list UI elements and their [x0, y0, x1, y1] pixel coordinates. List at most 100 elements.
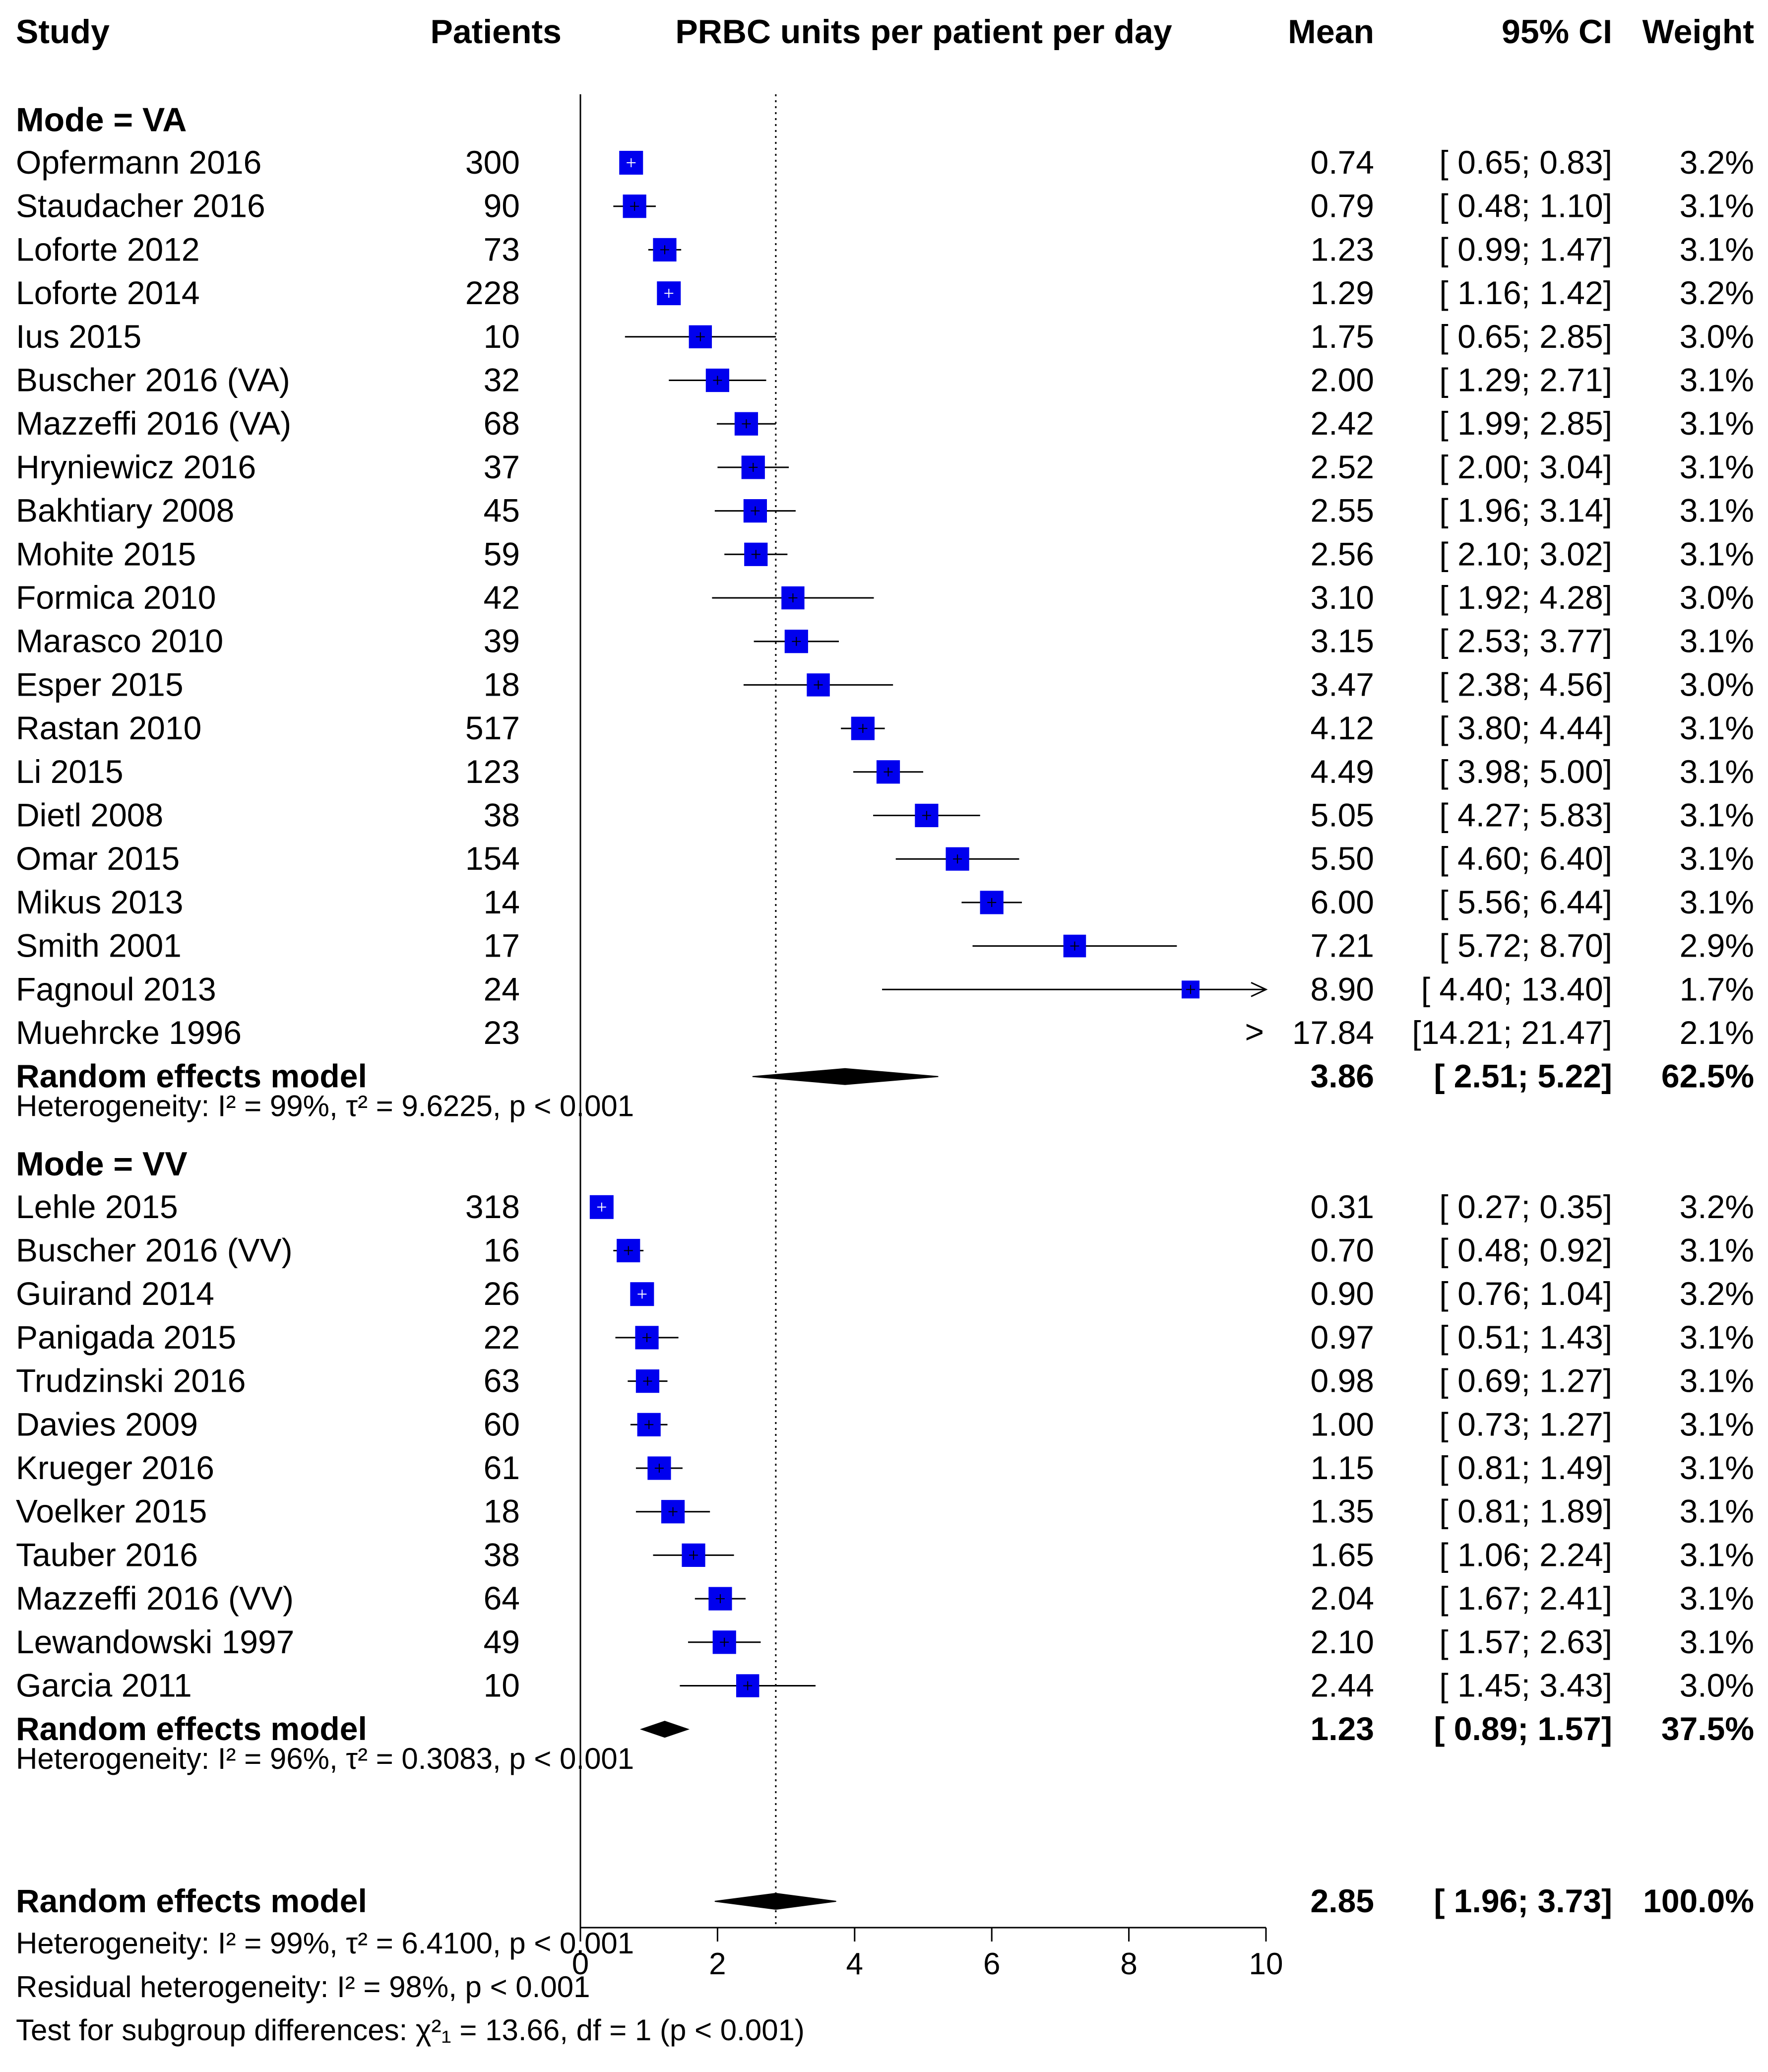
- patients-value: 38: [484, 1536, 520, 1573]
- study-label: Trudzinski 2016: [16, 1362, 246, 1399]
- patients-value: 90: [484, 188, 520, 224]
- group-heading: Mode = VA: [16, 101, 187, 138]
- weight-value: 100.0%: [1643, 1882, 1754, 1919]
- study-row: Esper 2015 18 3.47 [ 2.38; 4.56] 3.0%: [16, 666, 1754, 703]
- ci-value: [ 1.96; 3.73]: [1434, 1882, 1612, 1919]
- mean-value: 17.84: [1292, 1014, 1374, 1051]
- ci-value: [ 0.48; 1.10]: [1439, 188, 1612, 224]
- weight-value: 2.9%: [1680, 927, 1754, 964]
- weight-value: 3.1%: [1680, 840, 1754, 877]
- ci-value: [ 2.53; 3.77]: [1439, 623, 1612, 659]
- patients-value: 64: [484, 1580, 520, 1617]
- ci-value: [ 2.38; 4.56]: [1439, 666, 1612, 703]
- weight-value: 3.1%: [1680, 449, 1754, 485]
- study-label: Muehrcke 1996: [16, 1014, 242, 1051]
- ci-value: [ 4.40; 13.40]: [1421, 971, 1612, 1007]
- ci-value: [ 2.51; 5.22]: [1434, 1058, 1612, 1095]
- study-label: Mohite 2015: [16, 535, 196, 572]
- study-label: Voelker 2015: [16, 1493, 207, 1530]
- patients-value: 73: [484, 231, 520, 267]
- mean-value: 3.86: [1311, 1058, 1374, 1095]
- mean-value: 0.79: [1311, 188, 1374, 224]
- pooled-diamond: [752, 1068, 939, 1085]
- ci-value: [ 0.73; 1.27]: [1439, 1406, 1612, 1442]
- weight-value: 3.2%: [1680, 1275, 1754, 1312]
- study-row: Fagnoul 2013 24 8.90 [ 4.40; 13.40] 1.7%: [16, 971, 1754, 1007]
- weight-value: 3.1%: [1680, 492, 1754, 529]
- study-row: Trudzinski 2016 63 0.98 [ 0.69; 1.27] 3.1%: [16, 1362, 1754, 1399]
- weight-value: 3.0%: [1680, 579, 1754, 616]
- weight-value: 3.1%: [1680, 884, 1754, 920]
- mean-value: 0.31: [1311, 1188, 1374, 1225]
- patients-value: 60: [484, 1406, 520, 1442]
- ci-value: [ 1.16; 1.42]: [1439, 274, 1612, 311]
- pooled-diamond: [714, 1892, 836, 1910]
- x-tick-label: 6: [983, 1947, 1000, 1981]
- study-label: Fagnoul 2013: [16, 971, 216, 1007]
- study-label: Marasco 2010: [16, 623, 223, 659]
- ci-value: [ 1.92; 4.28]: [1439, 579, 1612, 616]
- weight-value: 3.1%: [1680, 1319, 1754, 1356]
- study-label: Ius 2015: [16, 318, 141, 355]
- weight-value: 3.1%: [1680, 1232, 1754, 1269]
- study-label: Random effects model: [16, 1710, 367, 1747]
- study-label: Mikus 2013: [16, 884, 184, 920]
- mean-value: 2.55: [1311, 492, 1374, 529]
- mean-value: 1.23: [1311, 231, 1374, 267]
- study-row: Voelker 2015 18 1.35 [ 0.81; 1.89] 3.1%: [16, 1493, 1754, 1530]
- x-tick-label: 2: [709, 1947, 726, 1981]
- study-label: Buscher 2016 (VA): [16, 362, 290, 398]
- ci-value: [ 1.57; 2.63]: [1439, 1623, 1612, 1660]
- ci-value: [ 1.67; 2.41]: [1439, 1580, 1612, 1617]
- ci-value: [ 1.96; 3.14]: [1439, 492, 1612, 529]
- pooled-diamond: [639, 1721, 690, 1738]
- ci-value: [ 0.81; 1.49]: [1439, 1449, 1612, 1486]
- weight-value: 3.1%: [1680, 362, 1754, 398]
- header-xlabel: PRBC units per patient per day: [675, 13, 1172, 51]
- mean-value: 3.47: [1311, 666, 1374, 703]
- weight-value: 3.1%: [1680, 1536, 1754, 1573]
- study-label: Staudacher 2016: [16, 188, 265, 224]
- header-mean: Mean: [1288, 13, 1374, 51]
- mean-value: 2.52: [1311, 449, 1374, 485]
- patients-value: 38: [484, 797, 520, 834]
- mean-value: 3.10: [1311, 579, 1374, 616]
- study-label: Opfermann 2016: [16, 144, 261, 181]
- study-row: Loforte 2014 228 1.29 [ 1.16; 1.42] 3.2%: [16, 274, 1754, 311]
- mean-value: 1.00: [1311, 1406, 1374, 1442]
- forest-rows: Mode = VA Opfermann 2016 300 0.74 [ 0.65; 0.…: [16, 101, 1754, 2047]
- mean-value: 2.00: [1311, 362, 1374, 398]
- study-label: Lehle 2015: [16, 1188, 178, 1225]
- study-row: Rastan 2010 517 4.12 [ 3.80; 4.44] 3.1%: [16, 710, 1754, 746]
- study-label: Buscher 2016 (VV): [16, 1232, 293, 1269]
- weight-value: 3.0%: [1680, 318, 1754, 355]
- patients-value: 300: [465, 144, 520, 181]
- mean-value: 0.98: [1311, 1362, 1374, 1399]
- footer-text: Test for subgroup differences: χ²₁ = 13.…: [16, 2013, 805, 2047]
- mean-value: 1.29: [1311, 274, 1374, 311]
- header-ci: 95% CI: [1502, 13, 1612, 51]
- ci-value: [ 0.76; 1.04]: [1439, 1275, 1612, 1312]
- ci-value: [ 0.69; 1.27]: [1439, 1362, 1612, 1399]
- ci-value: [ 5.72; 8.70]: [1439, 927, 1612, 964]
- off-scale-marker: >: [1245, 1013, 1264, 1050]
- mean-value: 7.21: [1311, 927, 1374, 964]
- mean-value: 0.74: [1311, 144, 1374, 181]
- pooled-row: Random effects model 2.85 [ 1.96; 3.73] 100…: [16, 1882, 1754, 1919]
- study-row: Krueger 2016 61 1.15 [ 0.81; 1.49] 3.1%: [16, 1449, 1754, 1486]
- mean-value: 3.15: [1311, 623, 1374, 659]
- study-label: Davies 2009: [16, 1406, 198, 1442]
- study-row: Buscher 2016 (VA) 32 2.00 [ 1.29; 2.71] 3.1%: [16, 362, 1754, 398]
- weight-value: 3.1%: [1680, 710, 1754, 746]
- study-row: Omar 2015 154 5.50 [ 4.60; 6.40] 3.1%: [16, 840, 1754, 877]
- study-row: Lehle 2015 318 0.31 [ 0.27; 0.35] 3.2%: [16, 1188, 1754, 1225]
- study-row: Smith 2001 17 7.21 [ 5.72; 8.70] 2.9%: [16, 927, 1754, 964]
- mean-value: 5.05: [1311, 797, 1374, 834]
- study-row: Bakhtiary 2008 45 2.55 [ 1.96; 3.14] 3.1%: [16, 492, 1754, 529]
- weight-value: 3.2%: [1680, 1188, 1754, 1225]
- x-tick-label: 4: [846, 1947, 863, 1981]
- study-label: Random effects model: [16, 1882, 367, 1919]
- header-patients: Patients: [430, 13, 562, 51]
- ci-value: [ 1.45; 3.43]: [1439, 1667, 1612, 1704]
- weight-value: 3.1%: [1680, 1493, 1754, 1530]
